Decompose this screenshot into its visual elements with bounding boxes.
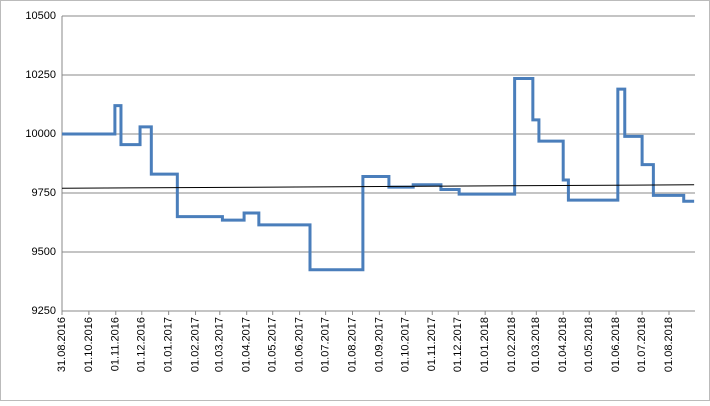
x-tick-label: 01.09.2017 <box>373 317 385 372</box>
x-tick-label: 01.01.2017 <box>163 317 175 372</box>
x-tick-label: 01.07.2017 <box>320 317 332 372</box>
x-tick-label: 01.11.2017 <box>426 317 438 371</box>
y-tick-label: 9250 <box>32 305 56 317</box>
x-tick-label: 01.08.2018 <box>663 317 675 372</box>
y-tick-label: 9500 <box>32 246 56 258</box>
x-tick-label: 01.05.2017 <box>267 317 279 372</box>
x-tick-label: 01.02.2017 <box>189 317 201 372</box>
x-tick-label: 01.04.2017 <box>241 317 253 372</box>
x-tick-label: 01.02.2018 <box>506 317 518 372</box>
x-tick-label: 01.11.2016 <box>110 317 122 371</box>
x-tick-label: 01.03.2018 <box>530 317 542 372</box>
x-tick-label: 01.06.2018 <box>610 317 622 372</box>
y-tick-label: 10250 <box>25 69 56 81</box>
x-tick-label: 01.10.2017 <box>399 317 411 372</box>
y-tick-label: 10500 <box>25 10 56 22</box>
y-tick-label: 9750 <box>32 187 56 199</box>
y-tick-label: 10000 <box>25 128 56 140</box>
x-tick-label: 01.06.2017 <box>293 317 305 372</box>
x-tick-label: 01.04.2018 <box>557 317 569 372</box>
x-tick-label: 01.12.2016 <box>136 317 148 372</box>
line <box>62 77 695 272</box>
x-tick-label: 01.10.2016 <box>83 317 95 372</box>
x-tick-label: 01.08.2017 <box>346 317 358 372</box>
x-tick-label: 31.08.2016 <box>56 317 68 372</box>
x-tick-label: 01.01.2018 <box>479 317 491 372</box>
line <box>61 184 695 189</box>
x-tick-label: 01.03.2017 <box>214 317 226 372</box>
x-tick-label: 01.07.2018 <box>636 317 648 372</box>
x-tick-label: 01.05.2018 <box>583 317 595 372</box>
x-tick-label: 01.12.2017 <box>452 317 464 372</box>
